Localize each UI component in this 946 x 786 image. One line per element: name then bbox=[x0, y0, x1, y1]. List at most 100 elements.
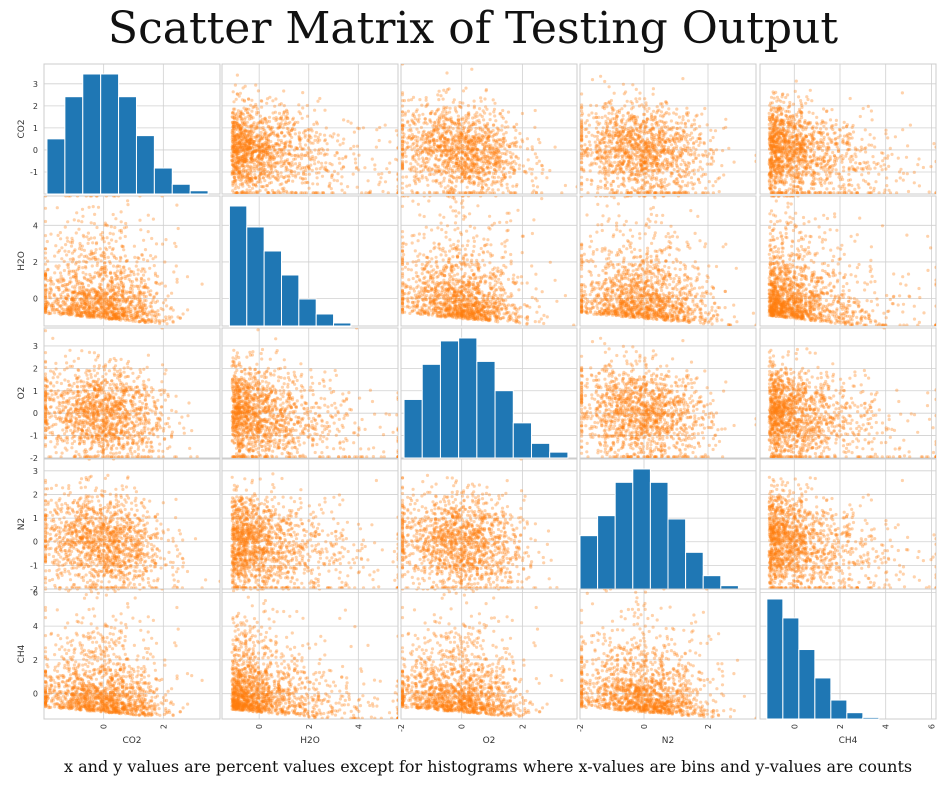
scatter-point bbox=[444, 143, 448, 147]
scatter-point bbox=[610, 188, 614, 192]
scatter-point bbox=[240, 182, 244, 186]
scatter-point bbox=[447, 125, 451, 129]
scatter-point bbox=[416, 154, 421, 158]
scatter-point bbox=[507, 145, 512, 149]
scatter-point bbox=[620, 141, 624, 145]
scatter-point bbox=[508, 175, 512, 179]
scatter-point bbox=[270, 125, 274, 130]
scatter-point bbox=[580, 157, 584, 161]
scatter-point bbox=[466, 156, 470, 160]
scatter-point bbox=[236, 117, 240, 121]
scatter-point bbox=[581, 148, 585, 152]
scatter-point bbox=[634, 121, 638, 125]
scatter-point bbox=[249, 157, 254, 161]
scatter-point bbox=[651, 168, 655, 173]
scatter-point bbox=[250, 131, 255, 135]
scatter-point bbox=[480, 185, 484, 189]
scatter-point bbox=[234, 135, 238, 139]
scatter-point bbox=[644, 160, 649, 165]
scatter-point bbox=[266, 160, 270, 164]
scatter-point bbox=[449, 155, 453, 159]
scatter-point bbox=[611, 137, 615, 141]
scatter-point bbox=[704, 191, 708, 194]
scatter-point bbox=[669, 164, 673, 168]
scatter-point bbox=[619, 168, 623, 172]
scatter-point bbox=[632, 115, 636, 119]
scatter-point bbox=[261, 125, 265, 130]
scatter-point bbox=[419, 125, 423, 130]
scatter-point bbox=[596, 187, 600, 191]
scatter-point bbox=[642, 120, 646, 124]
scatter-point bbox=[479, 99, 483, 103]
scatter-point bbox=[630, 156, 634, 160]
scatter-point bbox=[580, 92, 584, 96]
scatter-point bbox=[269, 155, 273, 159]
scatter-point bbox=[269, 167, 273, 171]
scatter-point bbox=[230, 171, 234, 175]
scatter-point bbox=[614, 130, 619, 134]
scatter-point bbox=[241, 159, 245, 163]
scatter-point bbox=[271, 155, 275, 159]
scatter-point bbox=[812, 181, 816, 185]
scatter-point bbox=[411, 113, 415, 117]
scatter-point bbox=[628, 135, 632, 139]
scatter-point bbox=[324, 126, 328, 130]
scatter-point bbox=[439, 143, 443, 147]
scatter-point bbox=[266, 173, 270, 177]
scatter-point bbox=[460, 146, 464, 151]
scatter-point bbox=[490, 152, 494, 156]
scatter-point bbox=[605, 128, 609, 132]
scatter-point bbox=[411, 155, 415, 160]
scatter-point bbox=[502, 140, 506, 144]
scatter-point bbox=[236, 161, 240, 165]
scatter-point bbox=[256, 148, 260, 152]
scatter-point bbox=[797, 180, 801, 184]
scatter-point bbox=[316, 191, 320, 194]
scatter-point bbox=[453, 149, 457, 153]
scatter-point bbox=[237, 137, 241, 141]
scatter-point bbox=[287, 152, 291, 156]
scatter-point bbox=[401, 181, 405, 185]
scatter-point bbox=[692, 128, 697, 132]
scatter-point bbox=[778, 119, 782, 123]
scatter-point bbox=[466, 146, 470, 150]
scatter-point bbox=[511, 152, 515, 156]
scatter-point bbox=[880, 151, 884, 155]
scatter-point bbox=[630, 143, 634, 147]
scatter-point bbox=[773, 145, 777, 149]
scatter-point bbox=[479, 136, 483, 140]
scatter-point bbox=[325, 142, 329, 146]
scatter-point bbox=[459, 132, 464, 136]
scatter-point bbox=[496, 156, 500, 160]
scatter-point bbox=[603, 183, 607, 187]
scatter-point bbox=[607, 85, 611, 89]
scatter-point bbox=[320, 174, 325, 178]
scatter-point bbox=[401, 99, 405, 103]
scatter-point bbox=[604, 131, 608, 135]
scatter-point bbox=[296, 155, 300, 159]
scatter-point bbox=[582, 169, 586, 173]
scatter-point bbox=[416, 135, 420, 139]
scatter-point bbox=[844, 125, 849, 129]
scatter-point bbox=[457, 176, 462, 180]
scatter-point bbox=[447, 191, 451, 194]
scatter-point bbox=[234, 128, 238, 132]
scatter-point bbox=[442, 176, 446, 180]
scatter-point bbox=[472, 140, 476, 144]
scatter-point bbox=[461, 172, 465, 176]
scatter-point bbox=[471, 142, 476, 146]
scatter-point bbox=[263, 179, 267, 183]
scatter-point bbox=[494, 119, 498, 123]
scatter-point bbox=[272, 130, 276, 134]
scatter-point bbox=[580, 183, 584, 187]
scatter-point bbox=[672, 191, 676, 194]
scatter-point bbox=[666, 128, 670, 132]
scatter-point bbox=[701, 154, 706, 158]
scatter-point bbox=[287, 174, 291, 178]
scatter-point bbox=[246, 169, 250, 173]
scatter-point bbox=[628, 153, 633, 157]
scatter-point bbox=[514, 162, 518, 166]
scatter-point bbox=[636, 191, 640, 194]
scatter-point bbox=[469, 124, 473, 128]
scatter-point bbox=[258, 157, 262, 161]
